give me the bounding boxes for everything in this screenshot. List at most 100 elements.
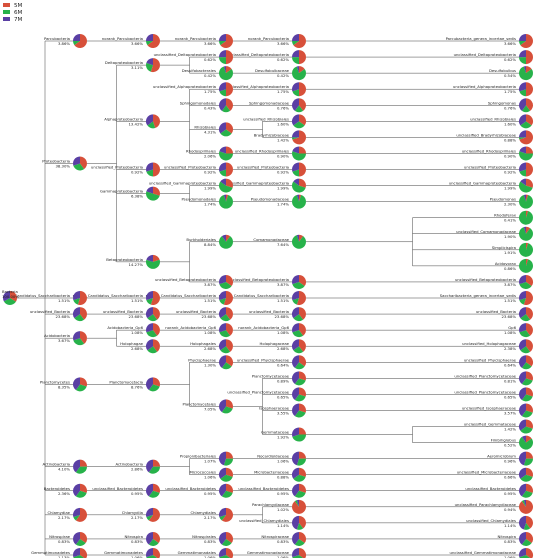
node-saccharibacteria-genera-incertae-sedis[interactable]: Saccharibacteria_genera_incertae_sedis1.… xyxy=(440,291,533,305)
